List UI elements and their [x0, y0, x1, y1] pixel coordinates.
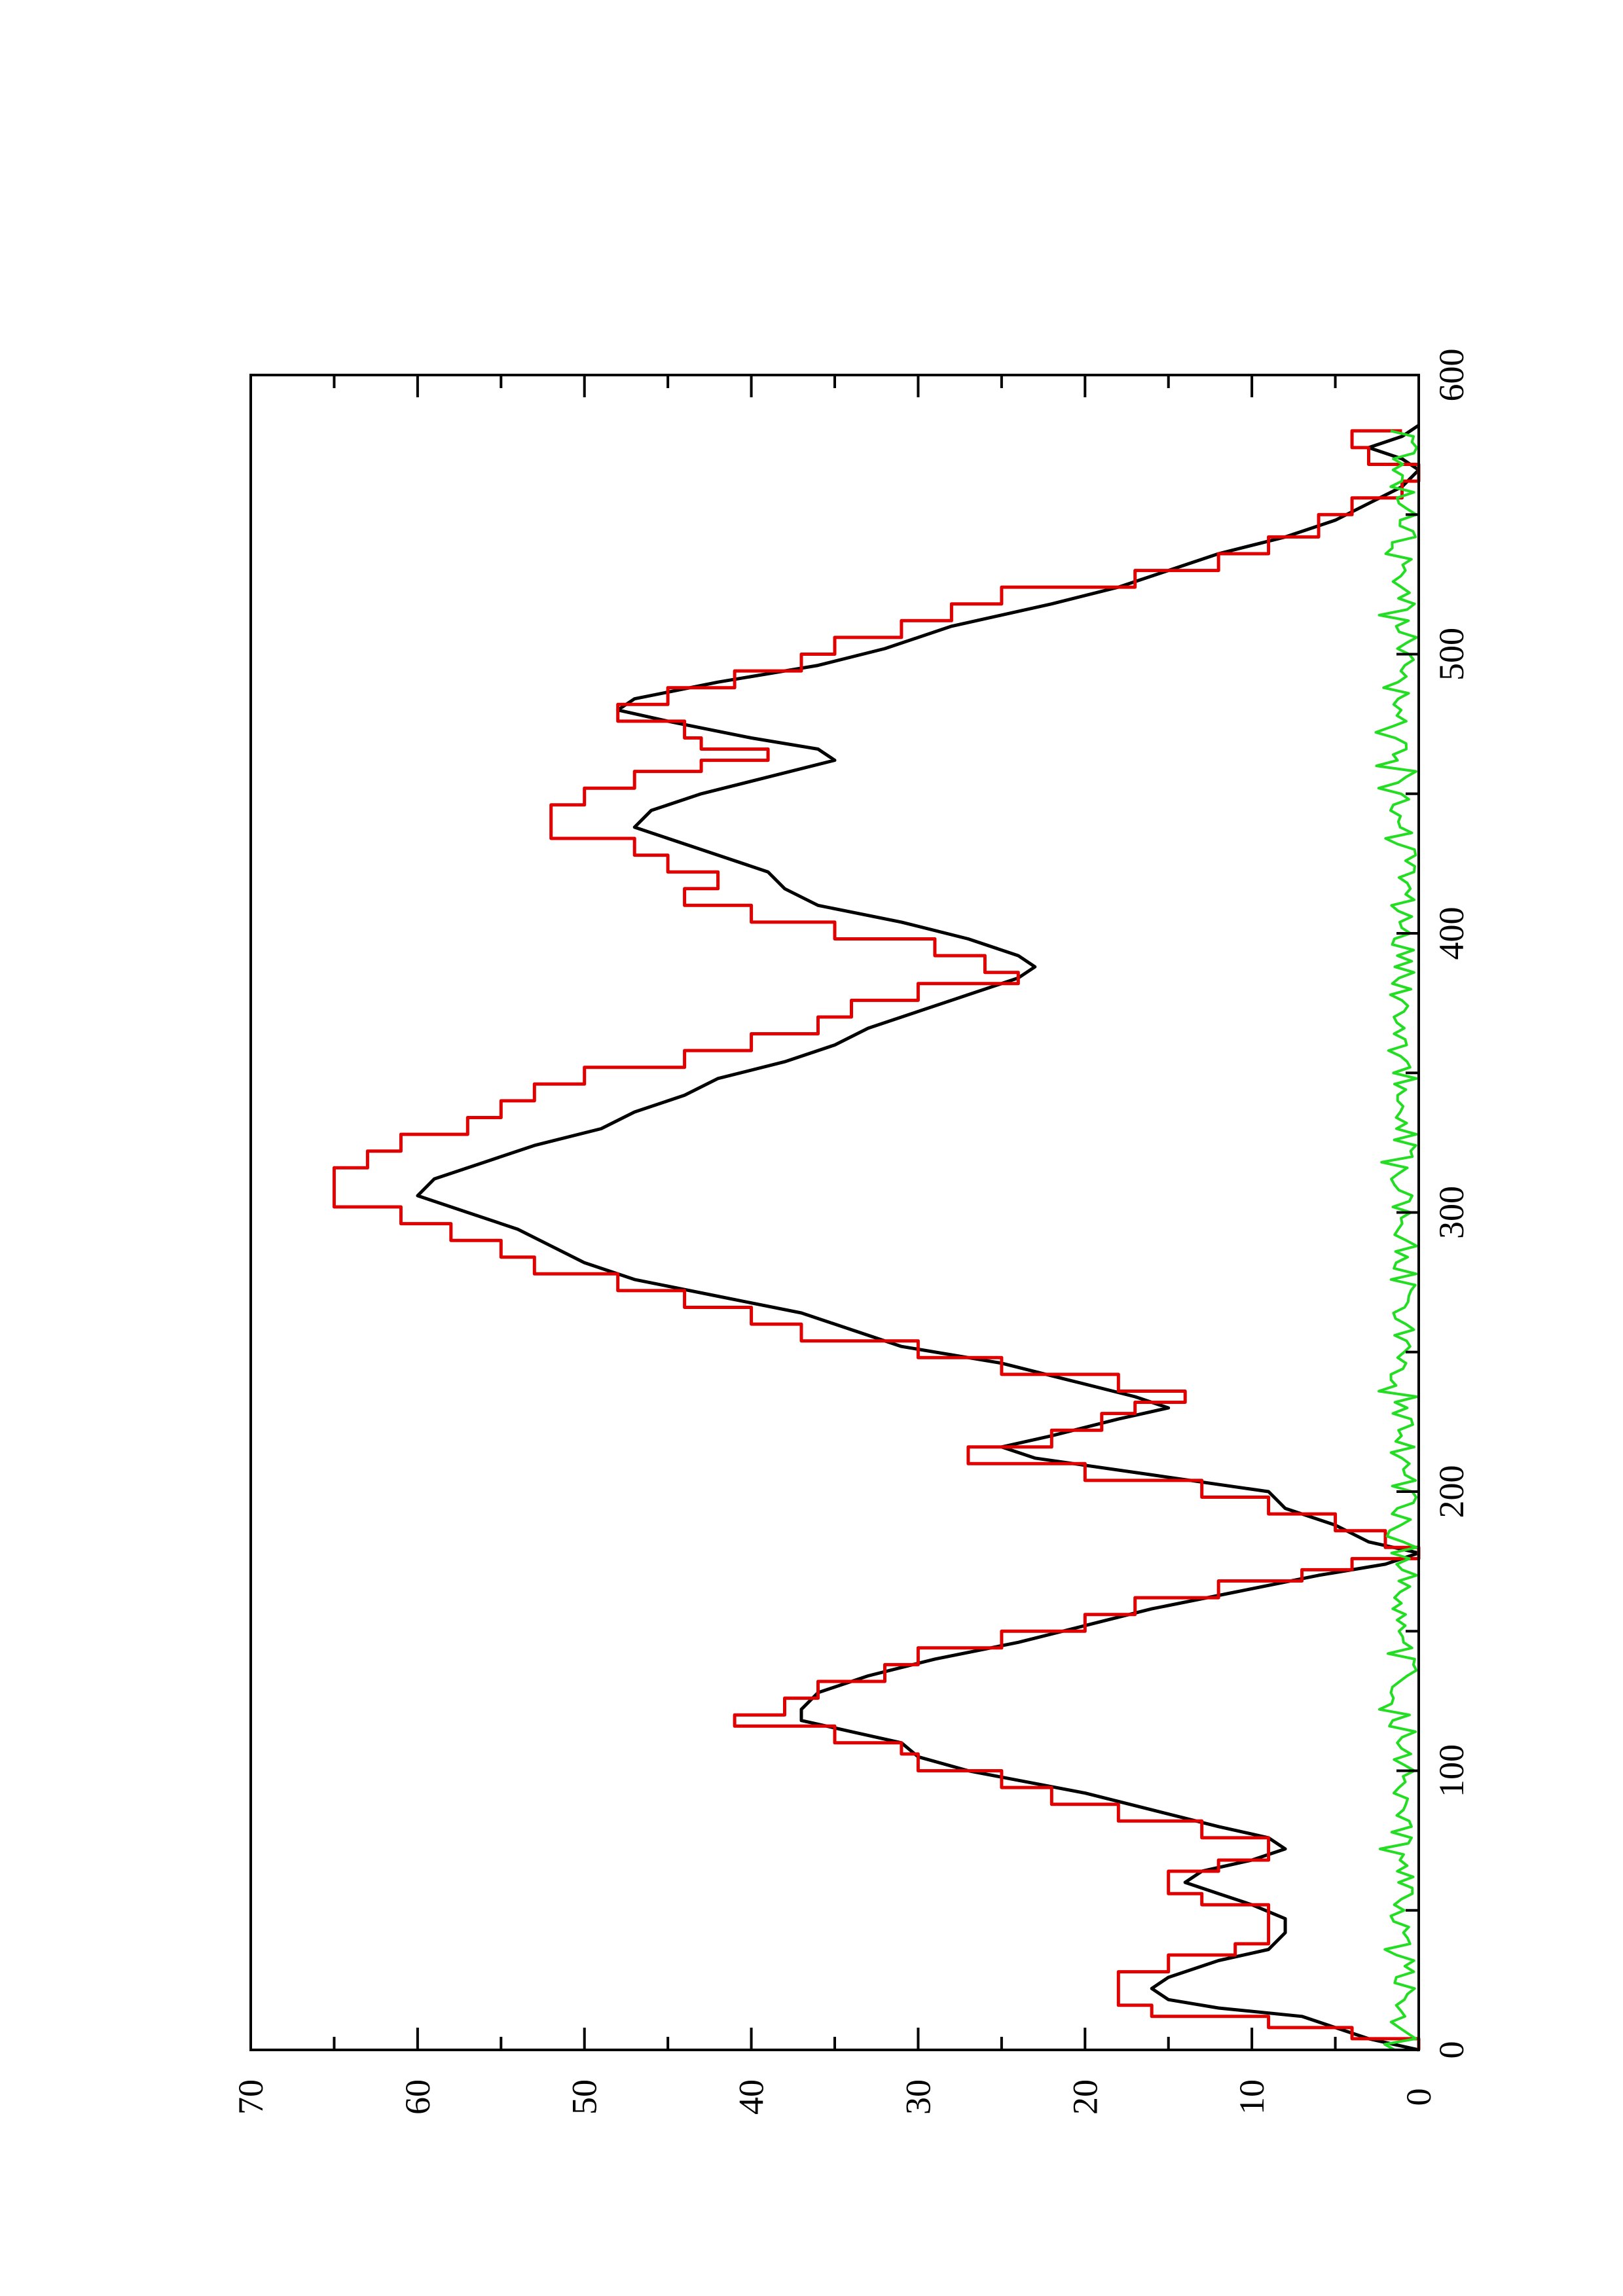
x-tick-label: 600 — [1432, 349, 1471, 402]
x-tick-label: 300 — [1432, 1186, 1471, 1239]
x-tick-label: 100 — [1432, 1744, 1471, 1797]
x-tick-label: 500 — [1432, 628, 1471, 681]
y-tick-label: 0 — [1399, 2089, 1438, 2106]
y-tick-label: 10 — [1232, 2079, 1271, 2115]
y-tick-label: 50 — [565, 2079, 604, 2115]
y-tick-label: 70 — [231, 2079, 270, 2115]
series-line-1 — [332, 429, 1421, 2050]
y-tick-label: 30 — [898, 2079, 938, 2115]
series-line-2 — [1374, 429, 1419, 2051]
y-tick-label: 20 — [1065, 2079, 1104, 2115]
y-tick-label: 60 — [398, 2079, 437, 2115]
y-tick-label: 40 — [732, 2079, 771, 2115]
x-tick-label: 0 — [1432, 2041, 1471, 2059]
x-tick-label: 200 — [1432, 1465, 1471, 1518]
x-tick-label: 400 — [1432, 907, 1471, 960]
